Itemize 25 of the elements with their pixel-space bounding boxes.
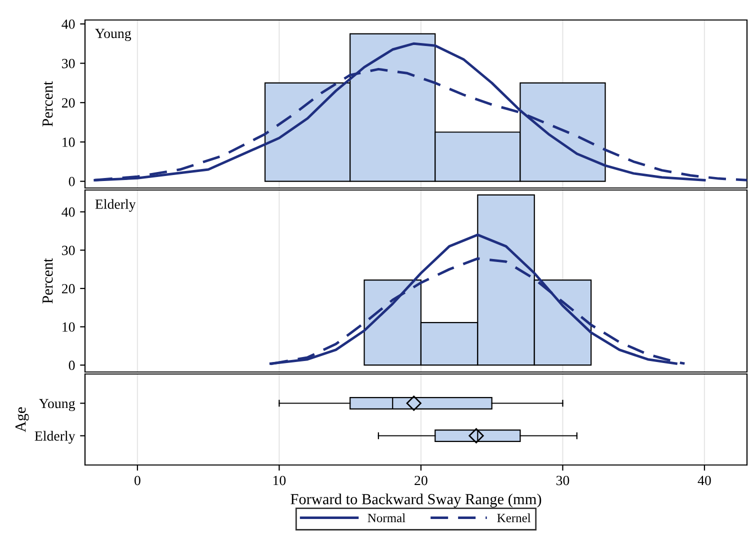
y-tick-label: 0 [68, 176, 75, 186]
y-tick-label: 30 [62, 246, 75, 256]
annotation: Young [95, 28, 132, 41]
y-tick-label: 10 [62, 322, 75, 332]
y-tick-label: 30 [62, 58, 75, 68]
legend-label: Normal [368, 513, 406, 522]
x-tick-label: 10 [273, 476, 286, 486]
y-tick-label: 20 [62, 284, 75, 294]
y-tick-label: 40 [62, 207, 75, 217]
y-tick-label: Elderly [34, 430, 76, 444]
x-tick-label: 20 [414, 476, 428, 486]
y-tick-label: 40 [62, 20, 75, 29]
x-tick-label: 30 [556, 476, 570, 486]
x-tick-label: 40 [698, 476, 711, 486]
x-tick-label: 0 [134, 476, 140, 486]
y-tick-label: Young [39, 398, 76, 412]
y-axis-title: Age [15, 407, 29, 432]
y-tick-label: 20 [62, 98, 75, 108]
y-tick-label: 10 [62, 138, 75, 147]
y-axis-title: Percent [42, 81, 53, 126]
y-tick-label: 0 [68, 360, 75, 370]
legend-label: Kernel [497, 513, 531, 522]
x-axis-title: Forward to Backward Sway Range (mm) [290, 494, 542, 508]
y-axis-title: Percent [42, 258, 53, 304]
annotation: Elderly [95, 199, 136, 212]
